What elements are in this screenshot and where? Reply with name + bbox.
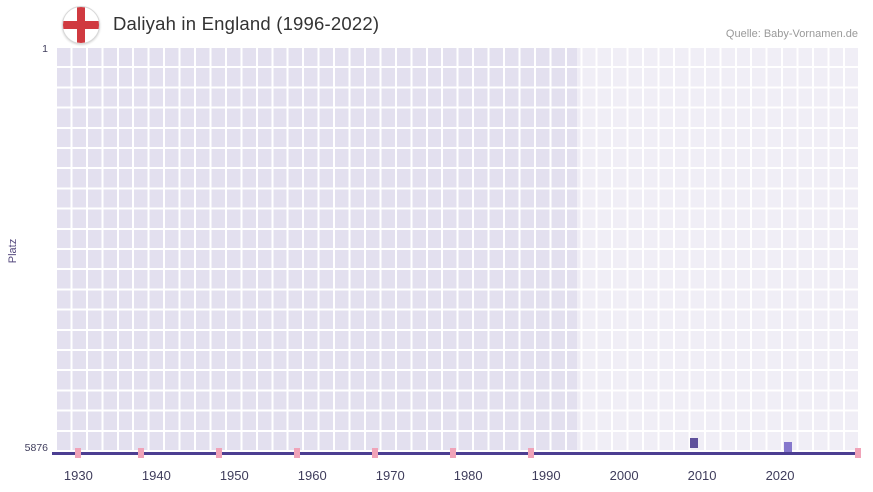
era-highlight <box>577 48 858 452</box>
axis-tick-mark-1948 <box>215 448 222 458</box>
england-flag-icon <box>62 6 100 44</box>
x-axis-line <box>52 452 861 455</box>
page-title: Daliyah in England (1996-2022) <box>113 13 380 34</box>
axis-tick-mark-1930 <box>75 448 82 458</box>
x-tick-label-1960: 1960 <box>297 468 327 483</box>
x-tick-label-2010: 2010 <box>687 468 717 483</box>
x-tick-label-2020: 2020 <box>765 468 795 483</box>
x-tick-label-1970: 1970 <box>375 468 405 483</box>
x-tick-label-2000: 2000 <box>609 468 639 483</box>
data-point-2009 <box>690 438 699 449</box>
plot-grid <box>55 48 858 452</box>
y-tick-label-bottom: 5876 <box>24 442 48 454</box>
x-tick-label-1950: 1950 <box>219 468 249 483</box>
axis-tick-mark-1988 <box>527 448 534 458</box>
x-tick-label-1980: 1980 <box>453 468 483 483</box>
axis-tick-mark-1958 <box>293 448 300 458</box>
axis-tick-mark-1938 <box>137 448 144 458</box>
x-tick-label-1930: 1930 <box>63 468 93 483</box>
axis-tick-mark-1978 <box>449 448 456 458</box>
axis-tick-mark-1968 <box>371 448 378 458</box>
x-tick-label-1940: 1940 <box>141 468 171 483</box>
data-point-2021 <box>783 441 792 452</box>
y-tick-label-top: 1 <box>42 43 48 55</box>
x-tick-label-1990: 1990 <box>531 468 561 483</box>
y-axis-title: Platz <box>7 238 19 264</box>
axis-tick-mark-2030 <box>855 448 861 458</box>
flag-cross-horizontal <box>63 21 99 29</box>
source-credit: Quelle: Baby-Vornamen.de <box>725 28 858 40</box>
